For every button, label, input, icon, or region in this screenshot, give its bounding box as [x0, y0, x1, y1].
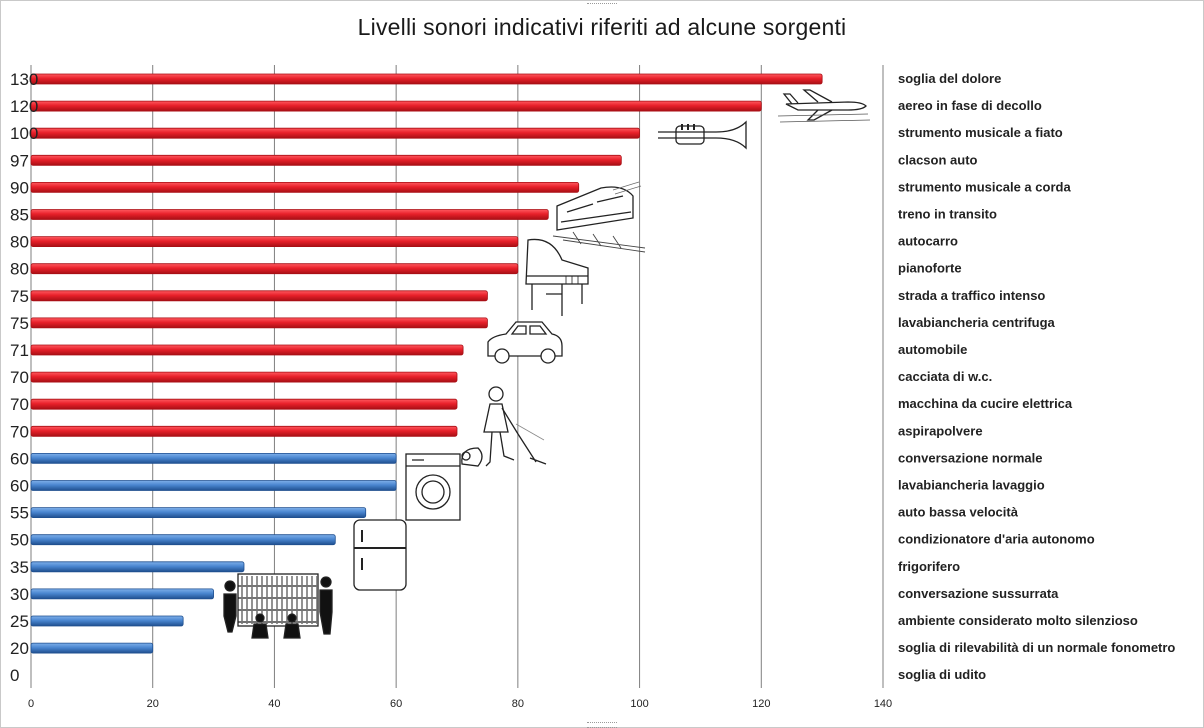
bar: [30, 398, 458, 410]
value-axis-labels: 130 120 100 97 90 85 80 80 75 75 71 70 70 70 60 60 55 50 3…: [10, 70, 38, 685]
bar: [30, 127, 640, 139]
library-people-icon: [223, 573, 333, 639]
bar: [30, 507, 367, 519]
bar: [30, 615, 184, 627]
category-label: soglia di rilevabilità di un normale fon…: [898, 640, 1175, 655]
category-label: treno in transito: [898, 207, 997, 222]
x-tick-label: 80: [512, 698, 524, 710]
trumpet-icon: [658, 120, 747, 150]
category-label: macchina da cucire elettrica: [898, 396, 1073, 411]
x-tick-label: 140: [874, 698, 892, 710]
category-label: frigorifero: [898, 559, 960, 574]
washing-machine-icon: [405, 453, 461, 521]
bar: [30, 480, 397, 491]
value-label: 25: [10, 612, 29, 631]
bar: [30, 425, 458, 437]
piano-icon: [525, 238, 589, 316]
bar: [30, 344, 464, 356]
category-label: soglia di udito: [898, 667, 986, 682]
category-label: lavabiancheria lavaggio: [898, 478, 1045, 493]
category-label: strada a traffico intenso: [898, 288, 1045, 303]
category-label: strumento musicale a corda: [898, 179, 1071, 194]
category-label: pianoforte: [898, 261, 962, 276]
value-label: 75: [10, 287, 29, 306]
bar: [30, 209, 549, 220]
car-icon: [487, 321, 563, 364]
x-tick-label: 0: [28, 698, 34, 710]
category-label: ambiente considerato molto silenzioso: [898, 613, 1138, 628]
value-label: 80: [10, 233, 29, 252]
value-label: 50: [10, 531, 29, 550]
bar: [30, 100, 762, 112]
bar: [30, 263, 519, 275]
value-label: 71: [10, 341, 29, 360]
value-label: 20: [10, 639, 29, 658]
bar: [30, 371, 458, 383]
category-label: conversazione normale: [898, 450, 1043, 465]
value-label: 70: [10, 368, 29, 387]
airplane-icon: [777, 89, 871, 123]
value-label: 55: [10, 504, 29, 523]
category-labels: soglia del dolore aereo in fase di decoll…: [898, 71, 1175, 682]
value-label: 60: [10, 477, 29, 496]
category-label: lavabiancheria centrifuga: [898, 315, 1056, 330]
bars: [30, 73, 823, 654]
category-label: cacciata di w.c.: [898, 369, 992, 384]
value-label: 120: [10, 97, 38, 116]
value-label: 80: [10, 260, 29, 279]
value-label: 30: [10, 585, 29, 604]
chart-title: Livelli sonori indicativi riferiti ad al…: [357, 14, 847, 40]
value-label: 85: [10, 206, 29, 225]
x-tick-label: 100: [630, 698, 648, 710]
bar: [30, 181, 580, 193]
value-label: 97: [10, 151, 29, 170]
illustrations: [223, 89, 871, 639]
category-label: conversazione sussurrata: [898, 586, 1059, 601]
bar: [30, 236, 519, 248]
bar: [30, 588, 214, 600]
category-label: aspirapolvere: [898, 423, 983, 438]
refrigerator-icon: [353, 519, 407, 591]
category-label: condizionatore d'aria autonomo: [898, 532, 1095, 547]
bar: [30, 561, 245, 573]
bar: [30, 317, 488, 329]
bar: [30, 73, 823, 85]
value-label: 90: [10, 178, 29, 197]
category-label: soglia del dolore: [898, 71, 1001, 86]
bar: [30, 534, 336, 546]
value-label: 60: [10, 449, 29, 468]
x-tick-label: 40: [268, 698, 280, 710]
vacuum-cleaner-person-icon: [461, 386, 547, 467]
category-label: aereo in fase di decollo: [898, 98, 1042, 113]
resize-handle-top[interactable]: [587, 0, 617, 4]
value-label: 35: [10, 558, 29, 577]
category-label: strumento musicale a fiato: [898, 125, 1063, 140]
bar: [30, 154, 622, 166]
bar: [30, 452, 397, 464]
value-label: 70: [10, 395, 29, 414]
category-label: automobile: [898, 342, 967, 357]
value-label: 130: [10, 70, 38, 89]
x-tick-label: 20: [147, 698, 159, 710]
category-label: autocarro: [898, 234, 958, 249]
category-label: auto bassa velocità: [898, 505, 1019, 520]
train-icon: [552, 181, 646, 253]
category-label: clacson auto: [898, 152, 978, 167]
value-label: 70: [10, 422, 29, 441]
value-label: 0: [10, 666, 19, 685]
bar: [30, 290, 488, 302]
x-axis-ticks: 0 20 40 60 80 100 120 140: [28, 698, 892, 710]
x-tick-label: 120: [752, 698, 770, 710]
value-label: 75: [10, 314, 29, 333]
value-label: 100: [10, 124, 38, 143]
x-tick-label: 60: [390, 698, 402, 710]
bar: [30, 642, 154, 654]
